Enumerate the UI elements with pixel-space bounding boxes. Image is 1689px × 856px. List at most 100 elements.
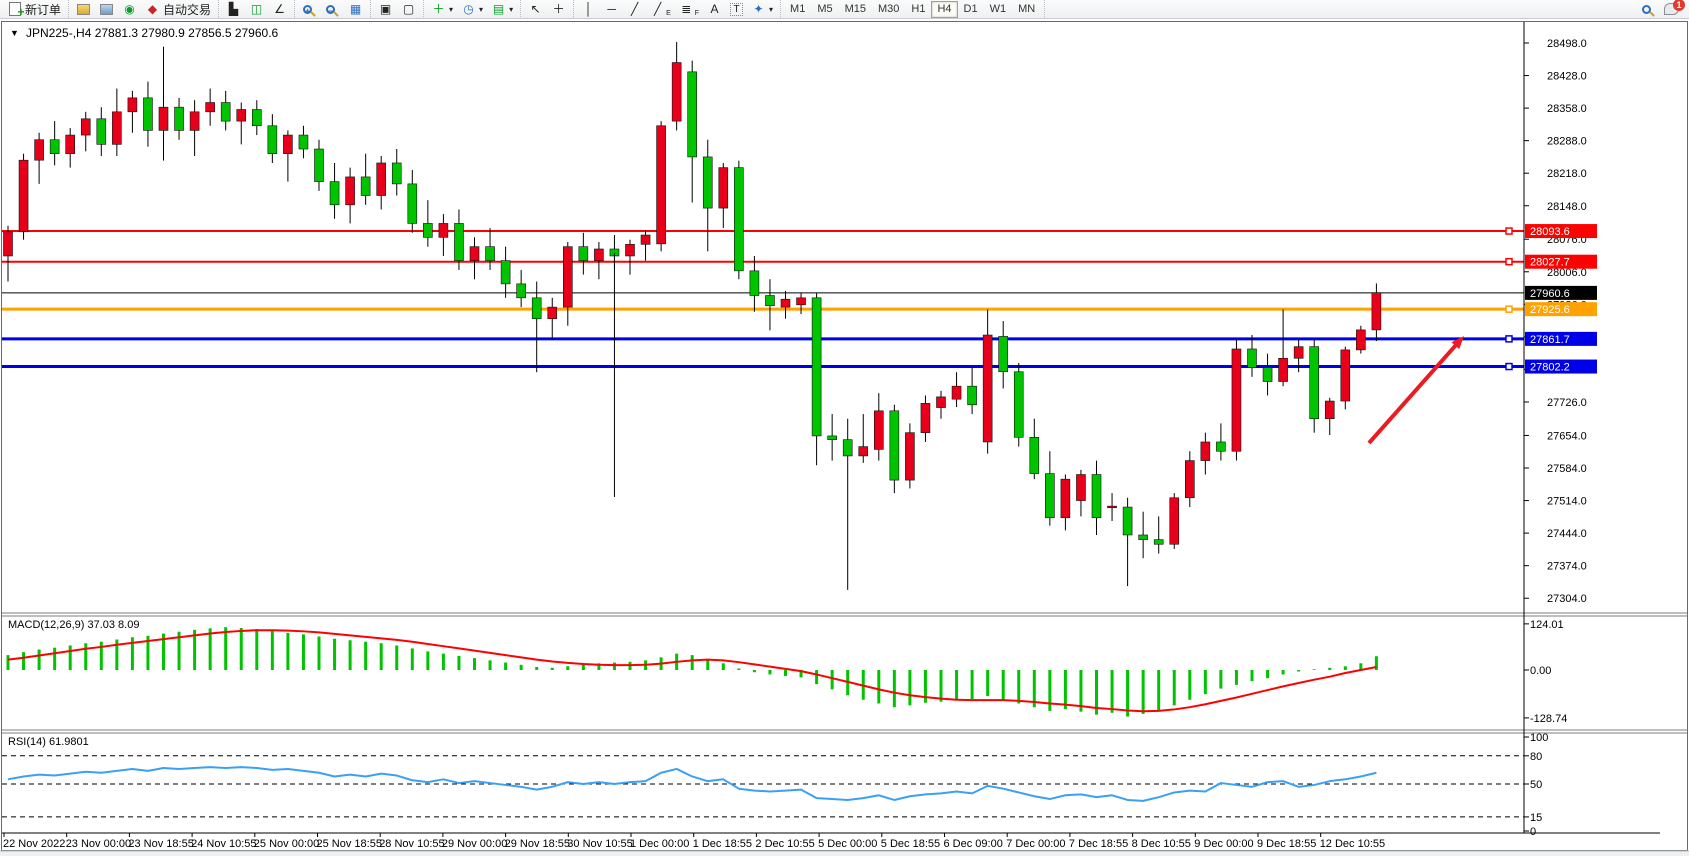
price-badge xyxy=(1525,331,1597,346)
timeframe-w1[interactable]: W1 xyxy=(989,3,1007,15)
crosshair-button[interactable]: ＋ xyxy=(547,1,570,18)
candle-body xyxy=(112,111,122,145)
price-tick-label: 28358.0 xyxy=(1547,103,1587,115)
text-label-button[interactable]: T xyxy=(726,1,747,18)
price-badge-label: 27960.6 xyxy=(1530,288,1570,300)
hline-handle[interactable] xyxy=(1505,362,1513,371)
trend-arrow[interactable] xyxy=(1367,340,1461,445)
candle-body xyxy=(671,62,682,122)
zoom-in-button[interactable]: + xyxy=(298,1,321,18)
trendline-button[interactable]: ╱ xyxy=(623,1,646,18)
rsi-pane[interactable]: RSI(14) 61.9801 100 80 50 15 0 xyxy=(2,732,1548,838)
hline-handle[interactable] xyxy=(1505,257,1513,266)
search-icon[interactable] xyxy=(1642,4,1651,14)
candle-body xyxy=(967,385,977,406)
candle-body xyxy=(578,246,589,261)
trend-arrow-head xyxy=(1451,336,1464,350)
price-tick-label: 28288.0 xyxy=(1547,136,1587,148)
candle-body xyxy=(1091,474,1102,519)
autotrading-button[interactable]: ◆ 自动交易 xyxy=(141,1,215,18)
timeframe-d1[interactable]: D1 xyxy=(963,3,978,15)
time-tick-label: 25 Nov 00:00 xyxy=(254,838,319,850)
candle-body xyxy=(702,156,713,209)
dropdown-arrow-icon: ▾ xyxy=(449,4,454,14)
candle-body xyxy=(360,176,371,196)
text-label-icon: T xyxy=(730,2,744,16)
text-button[interactable]: A xyxy=(703,1,726,18)
fibonacci-button[interactable]: ≣ F xyxy=(675,1,703,18)
new-order-button[interactable]: 新订单 xyxy=(3,1,65,20)
indicators-button[interactable]: ▤ ▾ xyxy=(487,1,517,18)
chart-shift-button[interactable]: ▢ xyxy=(397,1,420,18)
time-tick-label: 6 Dec 09:00 xyxy=(944,838,1003,850)
hline-handle[interactable] xyxy=(1505,335,1513,343)
symbols-button[interactable] xyxy=(72,1,95,18)
timeframe-h1[interactable]: H1 xyxy=(911,3,926,15)
price-badge xyxy=(1525,254,1597,269)
candle-body xyxy=(314,148,324,182)
time-tick-label: 9 Dec 00:00 xyxy=(1194,838,1253,850)
candle-body xyxy=(252,109,262,127)
timeframe-h4[interactable]: H4 xyxy=(931,0,958,18)
new-chart-button[interactable]: ＋ ▾ xyxy=(427,1,457,18)
candle-body xyxy=(80,118,91,136)
candle-body xyxy=(3,231,13,257)
auto-arrange-icon: ▣ xyxy=(379,1,392,16)
profiles-button[interactable]: ◷ ▾ xyxy=(457,1,487,18)
fibonacci-sub-label: F xyxy=(694,9,700,17)
collapse-icon[interactable]: ▼ xyxy=(10,28,19,38)
timeframe-m15[interactable]: M15 xyxy=(844,3,867,15)
candle-body xyxy=(500,260,511,285)
candle-body xyxy=(407,183,418,224)
channel-sub-label: E xyxy=(666,9,671,17)
candle-body xyxy=(1169,497,1180,545)
candle-body xyxy=(531,297,542,320)
line-chart-button[interactable]: ∠ xyxy=(268,1,291,18)
time-tick-label: 7 Dec 18:55 xyxy=(1069,838,1128,850)
tile-windows-button[interactable]: ▦ xyxy=(344,1,367,18)
macd-pane[interactable]: MACD(12,26,9) 37.03 8.09 124.01 0.00 -128.7… xyxy=(6,619,1567,725)
time-tick-label: 29 Nov 00:00 xyxy=(442,838,507,850)
price-tick-label: 28218.0 xyxy=(1547,168,1587,180)
vertical-line-button[interactable]: │ xyxy=(577,1,600,18)
hline-handle[interactable] xyxy=(1505,227,1513,235)
hline-handle[interactable] xyxy=(1505,305,1513,313)
macd-scale-label: 0.00 xyxy=(1530,665,1551,677)
candle-body xyxy=(516,283,526,299)
trendline-icon: ╱ xyxy=(630,1,639,16)
auto-arrange-button[interactable]: ▣ xyxy=(374,1,397,18)
market-watch-button[interactable] xyxy=(95,1,118,18)
main-price-pane[interactable] xyxy=(2,42,1524,590)
candle-body xyxy=(1278,357,1288,382)
bar-chart-button[interactable]: ▙ xyxy=(222,1,245,18)
price-tick-label: 28148.0 xyxy=(1547,201,1587,213)
horizontal-line-button[interactable]: ─ xyxy=(600,1,623,18)
candle-body xyxy=(1324,400,1335,420)
time-tick-label: 22 Nov 2022 xyxy=(3,838,65,850)
time-tick-label: 5 Dec 18:55 xyxy=(881,838,940,850)
candlestick-chart-button[interactable]: ◫ xyxy=(245,1,268,18)
candle-body xyxy=(96,118,107,145)
candle-body xyxy=(656,125,666,245)
autotrading-label: 自动交易 xyxy=(163,2,212,17)
zoom-out-button[interactable]: − xyxy=(321,1,344,18)
timeframe-mn[interactable]: MN xyxy=(1018,3,1036,15)
zoom-out-icon: − xyxy=(326,4,336,16)
timeframe-m5[interactable]: M5 xyxy=(817,3,833,15)
timeframe-m30[interactable]: M30 xyxy=(878,3,900,15)
channel-button[interactable]: ╱ E xyxy=(646,1,675,18)
shapes-button[interactable]: ✦ ▾ xyxy=(747,1,777,18)
candle-body xyxy=(469,246,480,261)
price-tick-label: 28428.0 xyxy=(1547,71,1587,83)
candle-body xyxy=(765,295,775,307)
signals-button[interactable]: ◉ xyxy=(118,1,141,18)
price-badge xyxy=(1525,285,1597,300)
candle-body xyxy=(1122,506,1133,536)
timeframe-m1[interactable]: M1 xyxy=(790,3,806,15)
candle-body xyxy=(1107,505,1117,509)
cursor-button[interactable]: ↖ xyxy=(524,1,547,18)
notifications-icon[interactable]: 1 xyxy=(1664,0,1685,15)
rsi-label: RSI(14) 61.9801 xyxy=(8,736,89,748)
time-tick-label: 1 Dec 18:55 xyxy=(693,838,752,850)
